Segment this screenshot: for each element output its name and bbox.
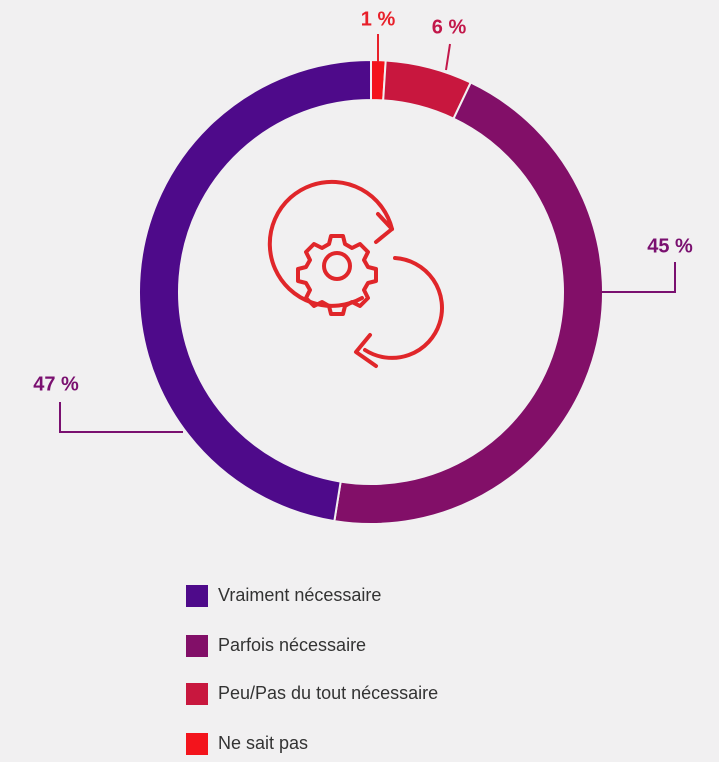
legend-swatch	[186, 585, 208, 607]
leader-line	[59, 402, 183, 433]
value-label: 6 %	[432, 16, 467, 38]
value-label: 1 %	[361, 8, 396, 30]
legend-label: Ne sait pas	[218, 733, 308, 753]
donut-segment	[333, 81, 604, 525]
icon-gear-hub	[322, 251, 352, 281]
legend-swatch	[186, 635, 208, 657]
value-label: 47 %	[33, 373, 79, 395]
donut-segment	[138, 58, 372, 523]
leader-line	[445, 43, 451, 71]
icon-arrow	[374, 212, 394, 244]
center-icon	[267, 179, 444, 368]
legend-label: Vraiment nécessaire	[218, 585, 381, 605]
leader-line	[602, 262, 676, 293]
icon-arc	[363, 256, 444, 360]
value-label: 45 %	[647, 235, 693, 257]
legend-swatch	[186, 683, 208, 705]
icon-gear	[296, 234, 378, 316]
legend-swatch	[186, 733, 208, 755]
icon-arrow	[354, 333, 378, 368]
legend-label: Parfois nécessaire	[218, 635, 366, 655]
legend-label: Peu/Pas du tout nécessaire	[218, 683, 438, 703]
